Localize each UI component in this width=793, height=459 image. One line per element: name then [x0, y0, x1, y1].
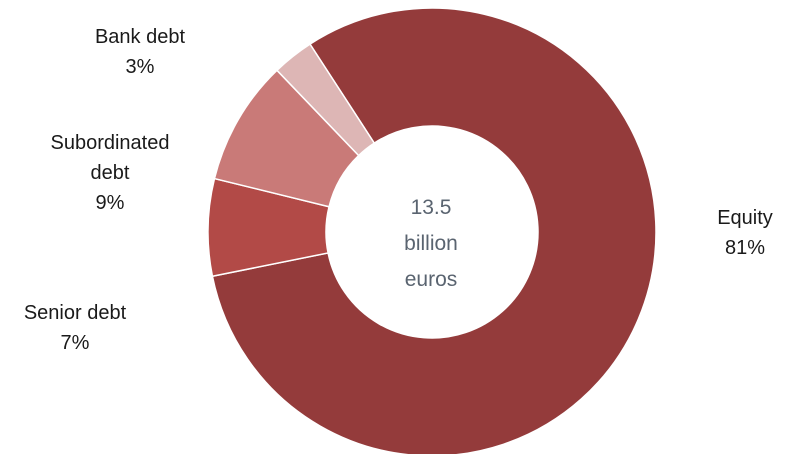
slice-name-subordinated-debt-line1: Subordinated — [50, 132, 170, 154]
slice-value-senior-debt: 7% — [60, 332, 90, 354]
slice-value-equity: 81% — [724, 237, 766, 259]
slice-name-subordinated-debt-line2: debt — [90, 162, 130, 184]
slice-value-subordinated-debt: 9% — [95, 192, 125, 214]
center-unit-line1: billion — [404, 232, 458, 255]
slice-value-bank-debt: 3% — [125, 56, 155, 78]
slice-label-subordinated-debt: Subordinated debt 9% — [20, 128, 200, 218]
slice-name-senior-debt: Senior debt — [23, 302, 127, 324]
slice-label-equity: Equity 81% — [700, 203, 790, 263]
slice-equity — [211, 7, 657, 457]
donut-center-label: 13.5 billion euros — [371, 190, 491, 298]
slice-label-bank-debt: Bank debt 3% — [60, 22, 220, 82]
center-unit-line2: euros — [404, 268, 458, 291]
slice-name-equity: Equity — [717, 207, 773, 229]
center-value: 13.5 — [410, 196, 452, 219]
slice-name-bank-debt: Bank debt — [94, 26, 186, 48]
slice-label-senior-debt: Senior debt 7% — [0, 298, 150, 358]
slice-bank-debt — [275, 43, 376, 157]
